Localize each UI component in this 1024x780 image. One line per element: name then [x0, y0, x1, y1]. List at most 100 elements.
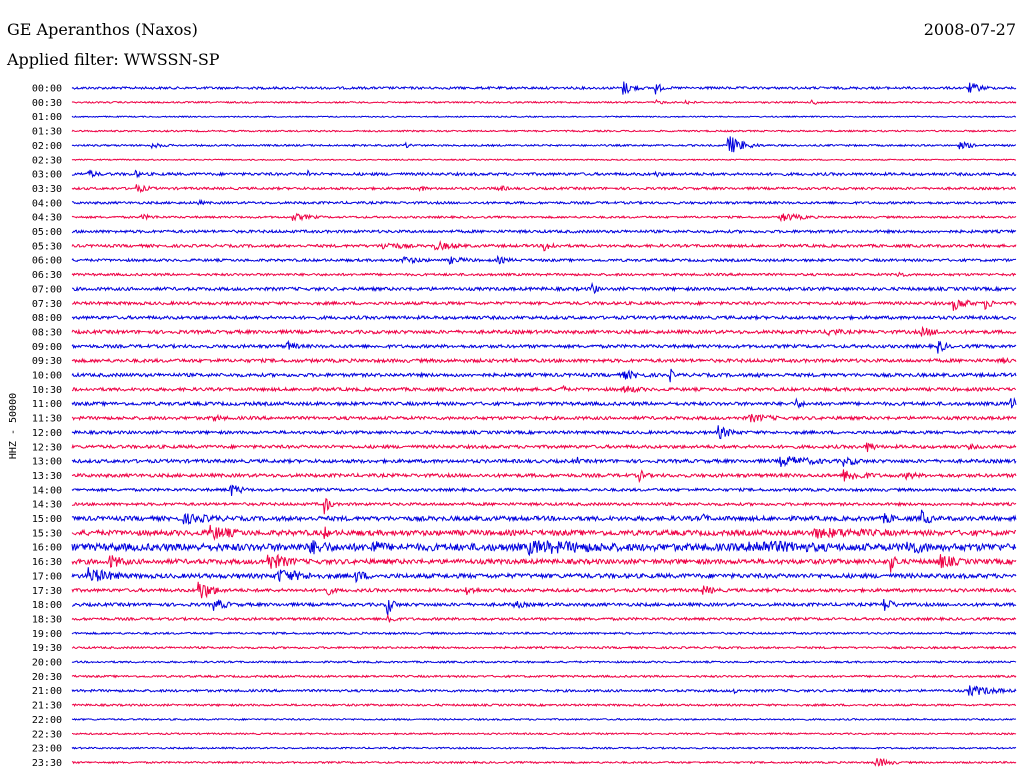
trace-line — [71, 456, 1017, 468]
time-tick-label: 20:30 — [32, 672, 62, 683]
trace-line — [71, 198, 1017, 206]
time-tick-label: 08:30 — [32, 327, 62, 338]
trace-line — [71, 115, 1016, 119]
trace-line — [71, 509, 1017, 525]
time-tick-label: 09:00 — [32, 342, 62, 353]
time-tick-label: 22:30 — [32, 729, 62, 740]
time-tick-label: 12:30 — [32, 442, 62, 453]
trace-line — [71, 553, 1017, 573]
time-tick-label: 13:00 — [32, 457, 62, 468]
trace-line — [71, 184, 1017, 194]
time-tick-label: 17:00 — [32, 571, 62, 582]
time-tick-label: 06:00 — [32, 256, 62, 267]
trace-line — [71, 757, 1017, 767]
trace-line — [71, 98, 1017, 105]
trace-line — [71, 129, 1017, 133]
trace-line — [71, 299, 1017, 311]
time-tick-label: 09:30 — [32, 356, 62, 367]
time-tick-label: 10:00 — [32, 371, 62, 382]
time-tick-label: 05:30 — [32, 241, 62, 252]
trace-line — [71, 254, 1017, 265]
trace-line — [71, 674, 1017, 679]
time-tick-label: 03:00 — [32, 170, 62, 181]
y-axis-label: HHZ - 50000 — [8, 393, 19, 459]
trace-line — [71, 239, 1017, 252]
time-tick-label: 14:30 — [32, 500, 62, 511]
time-tick-label: 14:00 — [32, 485, 62, 496]
time-tick-label: 16:30 — [32, 557, 62, 568]
trace-line — [71, 136, 1017, 153]
time-tick-label: 23:00 — [32, 744, 62, 755]
trace-line — [72, 731, 1017, 736]
trace-line — [71, 631, 1017, 636]
time-tick-label: 19:00 — [32, 629, 62, 640]
trace-line — [71, 368, 1017, 383]
trace-line — [71, 581, 1017, 599]
time-tick-label: 18:00 — [32, 600, 62, 611]
time-tick-label: 07:30 — [32, 299, 62, 310]
trace-line — [71, 442, 1017, 453]
trace-line — [71, 717, 1017, 722]
trace-line — [71, 158, 1017, 162]
time-tick-label: 18:30 — [32, 614, 62, 625]
trace-line — [71, 81, 1017, 95]
time-tick-label: 13:30 — [32, 471, 62, 482]
time-tick-label: 00:00 — [32, 84, 62, 95]
time-tick-label: 23:30 — [32, 758, 62, 769]
station-title: GE Aperanthos (Naxos) — [7, 20, 198, 39]
trace-line — [71, 384, 1017, 394]
trace-line — [71, 702, 1017, 708]
trace-rows: 00:00 00:30 01:00 01:30 02:00 02:30 03:00 03:30… — [32, 81, 1017, 769]
time-tick-label: 08:00 — [32, 313, 62, 324]
trace-line — [71, 613, 1017, 623]
time-tick-label: 04:00 — [32, 198, 62, 209]
trace-line — [71, 212, 1017, 223]
time-tick-label: 05:00 — [32, 227, 62, 238]
time-tick-label: 15:30 — [32, 528, 62, 539]
trace-line — [71, 228, 1017, 235]
time-tick-label: 02:00 — [32, 141, 62, 152]
trace-line — [71, 469, 1017, 484]
date-label: 2008-07-27 — [923, 20, 1016, 39]
trace-line — [71, 281, 1017, 295]
time-tick-label: 10:30 — [32, 385, 62, 396]
time-tick-label: 19:30 — [32, 643, 62, 654]
trace-line — [71, 484, 1017, 497]
time-tick-label: 03:30 — [32, 184, 62, 195]
trace-line — [71, 325, 1017, 337]
time-tick-label: 02:30 — [32, 155, 62, 166]
time-tick-label: 01:00 — [32, 112, 62, 123]
trace-line — [71, 425, 1017, 440]
time-tick-label: 22:00 — [32, 715, 62, 726]
trace-line — [71, 169, 1017, 179]
time-tick-label: 04:30 — [32, 213, 62, 224]
trace-line — [71, 339, 1017, 354]
trace-line — [71, 271, 1017, 278]
trace-line — [71, 540, 1017, 557]
time-tick-label: 21:30 — [32, 701, 62, 712]
time-tick-label: 21:00 — [32, 686, 62, 697]
trace-line — [71, 357, 1017, 365]
time-tick-label: 06:30 — [32, 270, 62, 281]
time-tick-label: 15:00 — [32, 514, 62, 525]
filter-label: Applied filter: WWSSN-SP — [7, 50, 220, 69]
trace-line — [71, 567, 1017, 584]
time-tick-label: 01:30 — [32, 127, 62, 138]
time-tick-label: 20:00 — [32, 658, 62, 669]
trace-line — [71, 497, 1017, 515]
time-tick-label: 07:00 — [32, 284, 62, 295]
trace-line — [71, 598, 1017, 616]
time-tick-label: 11:00 — [32, 399, 62, 410]
time-tick-label: 17:30 — [32, 586, 62, 597]
trace-line — [71, 645, 1017, 650]
time-tick-label: 12:00 — [32, 428, 62, 439]
trace-line — [71, 660, 1017, 665]
time-tick-label: 16:00 — [32, 543, 62, 554]
trace-line — [71, 685, 1017, 697]
trace-line — [71, 746, 1017, 750]
trace-line — [71, 397, 1017, 410]
time-tick-label: 11:30 — [32, 414, 62, 425]
trace-line — [71, 314, 1017, 321]
time-tick-label: 00:30 — [32, 98, 62, 109]
